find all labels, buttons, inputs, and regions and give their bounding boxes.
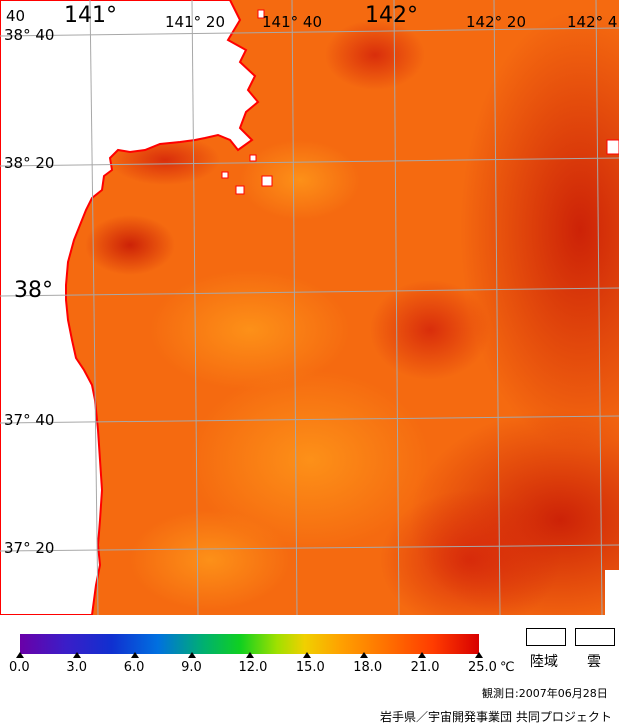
- cool-patch: [150, 270, 350, 390]
- cool-patch: [240, 140, 360, 220]
- temperature-colorbar: [20, 634, 479, 654]
- colorbar-tick-mark: [360, 652, 369, 658]
- cloud-legend-swatch: [575, 628, 615, 646]
- colorbar-tick-mark: [130, 652, 139, 658]
- colorbar-tick-label: 21.0: [410, 660, 440, 675]
- cool-patch: [190, 370, 430, 550]
- warm-patch: [325, 20, 425, 90]
- cloud-legend-label: 雲: [587, 654, 601, 670]
- colorbar-tick-label: 12.0: [238, 660, 268, 675]
- warm-patch: [370, 280, 490, 380]
- colorbar-tick-label: 15.0: [295, 660, 325, 675]
- observation-date: 観測日:2007年06月28日: [482, 687, 608, 700]
- colorbar-tick-mark: [417, 652, 426, 658]
- credit-text: 岩手県／宇宙開発事業団 共同プロジェクト: [380, 710, 612, 724]
- colorbar-tick-label: 25.0: [468, 660, 497, 675]
- lon-label-142-40: 142° 4: [567, 13, 618, 31]
- corner-label: 40: [6, 7, 26, 25]
- land-area: [0, 0, 260, 615]
- colorbar-unit: ℃: [500, 660, 515, 675]
- land-legend-swatch: [526, 628, 566, 646]
- land-island: [606, 139, 619, 155]
- colorbar-tick-label: 9.0: [181, 660, 202, 675]
- graticule: [0, 0, 619, 615]
- warm-patch: [380, 490, 560, 615]
- colorbar-tick-mark: [73, 652, 82, 658]
- colorbar-tick-label: 18.0: [353, 660, 383, 675]
- land-island: [221, 171, 229, 179]
- colorbar-tick-mark: [16, 652, 24, 658]
- colorbar-tick-label: 6.0: [123, 660, 145, 675]
- sst-map: [0, 0, 619, 615]
- colorbar-tick-label: 3.0: [66, 660, 88, 675]
- warm-patch: [460, 10, 619, 450]
- lat-label-38: 38°: [14, 278, 53, 303]
- land-island: [605, 570, 619, 615]
- colorbar-tick-mark: [475, 652, 483, 658]
- land-island: [261, 175, 273, 187]
- lat-label-37-40: 37° 40: [4, 411, 55, 429]
- cool-patch: [130, 510, 290, 610]
- lon-label-141-20: 141° 20: [165, 13, 225, 31]
- land-island: [257, 9, 265, 19]
- colorbar-tick-label: 0.0: [9, 660, 30, 675]
- land-island: [249, 154, 257, 162]
- lon-label-142-20: 142° 20: [466, 13, 526, 31]
- colorbar-tick-mark: [302, 652, 311, 658]
- colorbar-tick-mark: [188, 652, 197, 658]
- lat-label-38-40: 38° 40: [4, 26, 55, 44]
- land-island: [235, 185, 245, 195]
- warm-patch: [85, 215, 175, 275]
- lon-label-141-40: 141° 40: [262, 13, 322, 31]
- lat-label-37-20: 37° 20: [4, 539, 55, 557]
- lon-label-141: 141°: [64, 3, 117, 28]
- land-legend-label: 陸域: [530, 654, 558, 670]
- lat-label-38-20: 38° 20: [4, 154, 55, 172]
- lon-label-142: 142°: [365, 3, 418, 28]
- colorbar-tick-mark: [245, 652, 254, 658]
